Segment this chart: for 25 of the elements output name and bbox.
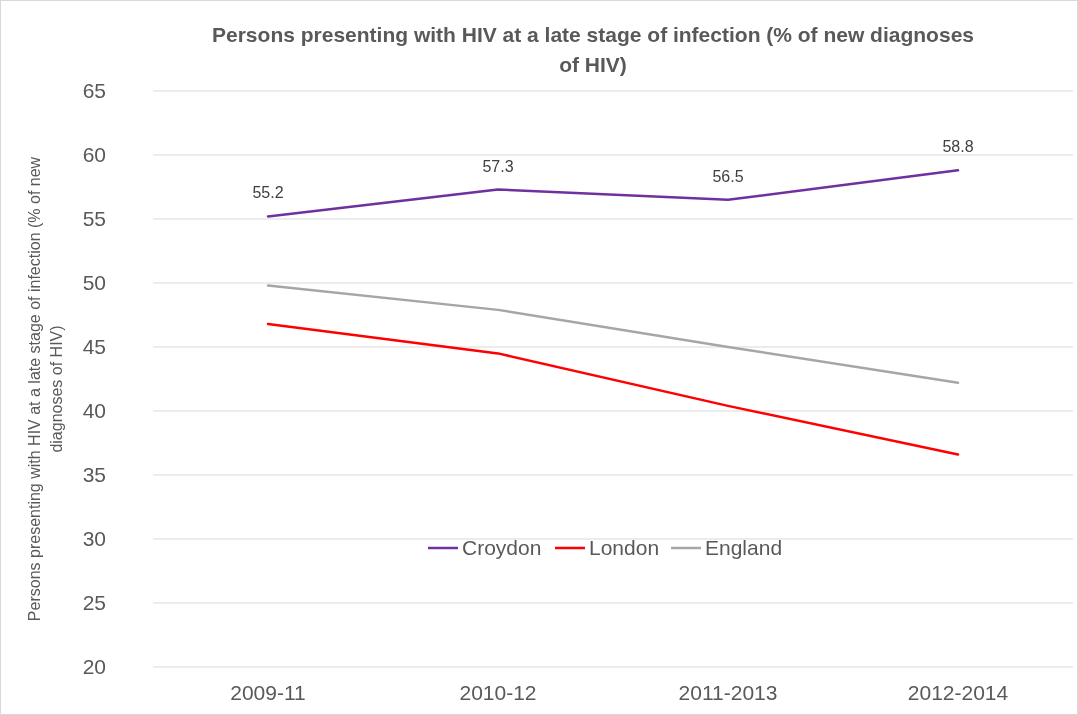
data-label: 57.3 xyxy=(482,157,514,175)
y-axis-title: Persons presenting with HIV at a late stage of infection (% of new diagnoses of HIV) xyxy=(26,156,65,622)
data-label: 58.8 xyxy=(942,138,974,156)
y-tick-label: 30 xyxy=(82,527,106,551)
y-tick-label: 25 xyxy=(82,591,106,615)
data-label: 55.2 xyxy=(252,184,284,202)
legend-label: London xyxy=(589,536,660,560)
data-label: 56.5 xyxy=(712,167,744,185)
x-tick-label: 2011-2013 xyxy=(678,681,778,704)
y-tick-label: 60 xyxy=(82,143,106,167)
y-tick-label: 55 xyxy=(82,207,106,231)
legend-label: England xyxy=(705,536,783,560)
y-tick-label: 65 xyxy=(82,79,106,103)
chart-title: Persons presenting with HIV at a late stage of infection (% of new diagnoses of HIV) xyxy=(212,23,974,76)
y-tick-label: 40 xyxy=(82,399,106,423)
y-tick-label: 35 xyxy=(82,463,106,487)
y-tick-label: 20 xyxy=(82,655,106,679)
y-tick-label: 50 xyxy=(82,271,106,295)
line-series xyxy=(266,322,960,456)
x-tick-label: 2009-11 xyxy=(230,681,306,704)
line-series xyxy=(266,284,960,385)
y-tick-label: 45 xyxy=(82,335,106,359)
x-tick-label: 2012-2014 xyxy=(907,681,1009,704)
legend-label: Croydon xyxy=(462,536,542,560)
x-tick-label: 2010-12 xyxy=(459,681,537,704)
